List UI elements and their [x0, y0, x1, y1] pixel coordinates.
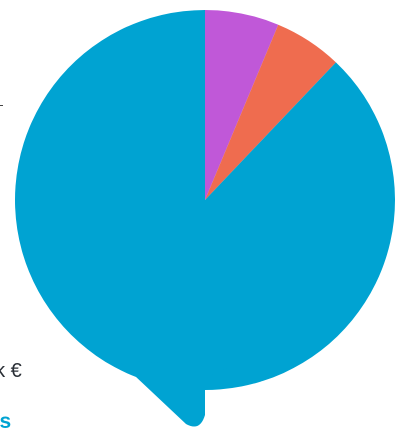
pie-slice-0[interactable] — [205, 10, 279, 200]
cropped-tick-mark — [0, 105, 3, 106]
pie-slices — [15, 10, 395, 427]
pie-slice-1[interactable] — [205, 24, 336, 200]
pie-bubble-tail — [118, 360, 230, 427]
pie-slice-2[interactable] — [15, 10, 395, 390]
